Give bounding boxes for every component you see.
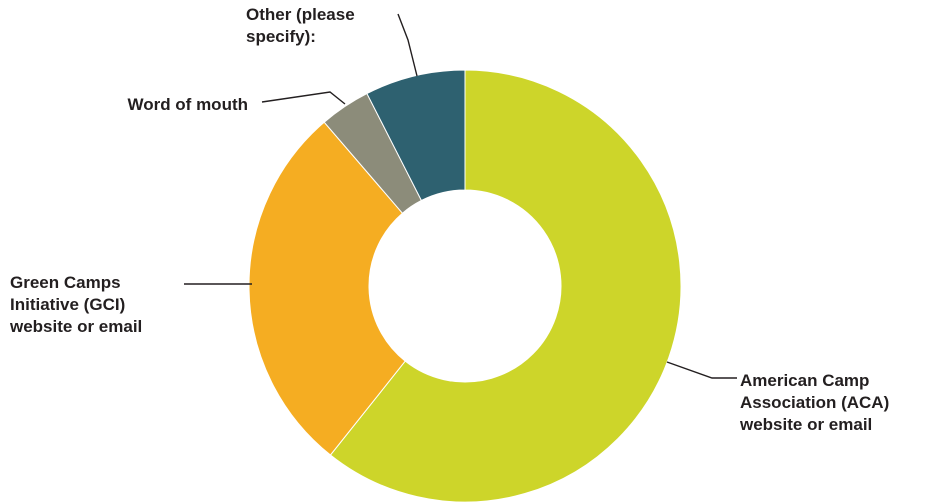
slice-label-line: American Camp bbox=[740, 371, 869, 390]
donut-slice-0 bbox=[329, 69, 682, 502]
leader-line-0 bbox=[666, 361, 737, 379]
slice-label-line: Word of mouth bbox=[127, 95, 248, 114]
labels-layer: American Camp Association (ACA) website or… bbox=[9, 5, 889, 434]
slice-label-line: specify): bbox=[246, 27, 316, 46]
slice-label-line: Green Camps bbox=[10, 273, 121, 292]
slice-label-1: Green Camps Initiative (GCI) website or em… bbox=[9, 273, 142, 336]
leader-line-2 bbox=[261, 91, 346, 105]
slice-label-line: website or email bbox=[739, 415, 872, 434]
slice-label-3: Other (please specify): bbox=[246, 5, 355, 46]
slices-layer bbox=[248, 69, 682, 502]
slice-label-line: website or email bbox=[9, 317, 142, 336]
slice-label-line: Other (please bbox=[246, 5, 355, 24]
leader-line-3 bbox=[397, 13, 418, 77]
slice-label-line: Association (ACA) bbox=[740, 393, 889, 412]
slice-label-0: American Camp Association (ACA) website or… bbox=[739, 371, 889, 434]
leader-lines-layer bbox=[184, 13, 737, 379]
donut-slice-1 bbox=[248, 121, 406, 456]
slice-label-line: Initiative (GCI) bbox=[10, 295, 125, 314]
donut-slice-3 bbox=[366, 69, 466, 202]
slice-label-2: Word of mouth bbox=[127, 95, 248, 114]
